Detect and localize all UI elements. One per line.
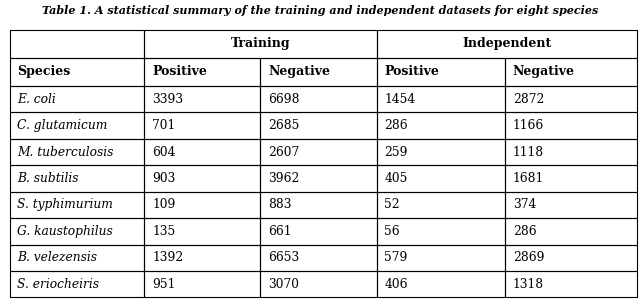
Text: S. typhimurium: S. typhimurium	[17, 198, 113, 211]
Bar	[505, 112, 637, 139]
Text: 1166: 1166	[513, 119, 544, 132]
Bar	[260, 192, 376, 218]
Text: 6653: 6653	[268, 251, 300, 264]
Bar	[10, 271, 145, 298]
Bar	[260, 218, 376, 245]
Text: 2607: 2607	[268, 145, 300, 158]
Bar	[376, 218, 505, 245]
Text: C. glutamicum: C. glutamicum	[17, 119, 108, 132]
Bar	[376, 139, 505, 165]
Text: 405: 405	[384, 172, 408, 185]
Bar	[505, 271, 637, 298]
Bar	[505, 245, 637, 271]
Text: Positive: Positive	[152, 65, 207, 78]
Text: 3070: 3070	[268, 278, 299, 291]
Text: 374: 374	[513, 198, 536, 211]
Text: Table 1. A statistical summary of the training and independent datasets for eigh: Table 1. A statistical summary of the tr…	[42, 5, 598, 15]
Text: 286: 286	[513, 225, 536, 238]
Bar	[145, 245, 260, 271]
Text: 883: 883	[268, 198, 292, 211]
Bar	[145, 58, 260, 86]
Bar	[10, 30, 145, 58]
Text: 579: 579	[384, 251, 408, 264]
Bar	[145, 86, 260, 112]
Bar	[145, 165, 260, 192]
Text: 3393: 3393	[152, 93, 183, 106]
Bar	[260, 139, 376, 165]
Text: 56: 56	[384, 225, 400, 238]
Bar	[10, 218, 145, 245]
Bar	[145, 112, 260, 139]
Bar	[260, 271, 376, 298]
Text: 1318: 1318	[513, 278, 544, 291]
Text: 1681: 1681	[513, 172, 544, 185]
Bar	[10, 192, 145, 218]
Text: 2872: 2872	[513, 93, 544, 106]
Text: 3962: 3962	[268, 172, 300, 185]
Bar	[376, 271, 505, 298]
Text: 2685: 2685	[268, 119, 300, 132]
Text: 1454: 1454	[384, 93, 415, 106]
Text: B. velezensis: B. velezensis	[17, 251, 97, 264]
Text: Negative: Negative	[513, 65, 575, 78]
Text: 604: 604	[152, 145, 175, 158]
Text: S. eriocheiris: S. eriocheiris	[17, 278, 99, 291]
Text: 259: 259	[384, 145, 408, 158]
Text: Training: Training	[230, 37, 291, 50]
Text: G. kaustophilus: G. kaustophilus	[17, 225, 113, 238]
Text: 2869: 2869	[513, 251, 544, 264]
Text: Species: Species	[17, 65, 70, 78]
Text: M. tuberculosis: M. tuberculosis	[17, 145, 114, 158]
Text: 1392: 1392	[152, 251, 184, 264]
Bar	[376, 245, 505, 271]
Text: 6698: 6698	[268, 93, 300, 106]
Text: 109: 109	[152, 198, 175, 211]
Text: 903: 903	[152, 172, 175, 185]
Text: 135: 135	[152, 225, 175, 238]
Text: B. subtilis: B. subtilis	[17, 172, 79, 185]
Bar	[260, 86, 376, 112]
Text: 661: 661	[268, 225, 292, 238]
Bar	[505, 218, 637, 245]
Text: Positive: Positive	[384, 65, 439, 78]
Text: 1118: 1118	[513, 145, 544, 158]
Bar	[10, 245, 145, 271]
Bar	[145, 139, 260, 165]
Bar	[10, 139, 145, 165]
Text: E. coli: E. coli	[17, 93, 56, 106]
Text: 286: 286	[384, 119, 408, 132]
Bar	[260, 112, 376, 139]
Text: Independent: Independent	[462, 37, 551, 50]
Bar	[376, 165, 505, 192]
Bar	[505, 139, 637, 165]
Bar	[505, 86, 637, 112]
Bar	[260, 245, 376, 271]
Bar	[376, 30, 637, 58]
Bar	[376, 58, 505, 86]
Text: 52: 52	[384, 198, 400, 211]
Bar	[145, 30, 376, 58]
Text: 406: 406	[384, 278, 408, 291]
Bar	[145, 271, 260, 298]
Bar	[376, 86, 505, 112]
Text: Negative: Negative	[268, 65, 330, 78]
Bar	[10, 112, 145, 139]
Bar	[505, 165, 637, 192]
Text: 701: 701	[152, 119, 175, 132]
Bar	[145, 192, 260, 218]
Bar	[145, 218, 260, 245]
Bar	[260, 165, 376, 192]
Bar	[505, 58, 637, 86]
Bar	[376, 192, 505, 218]
Bar	[260, 58, 376, 86]
Bar	[10, 165, 145, 192]
Text: 951: 951	[152, 278, 175, 291]
Bar	[10, 86, 145, 112]
Bar	[505, 192, 637, 218]
Bar	[376, 112, 505, 139]
Bar	[10, 58, 145, 86]
